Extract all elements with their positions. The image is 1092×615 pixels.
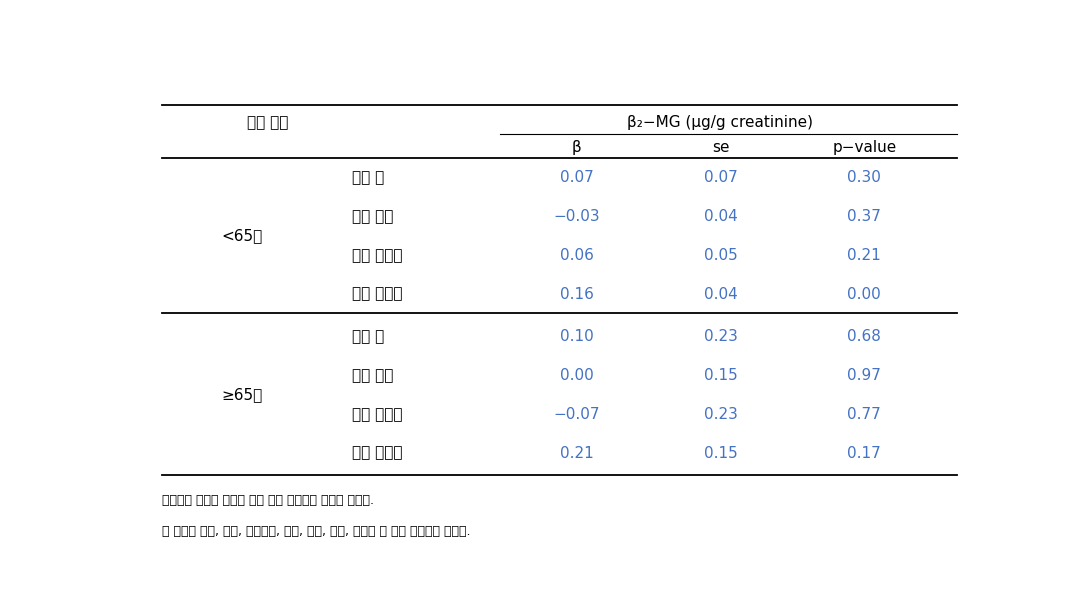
Text: 요중 카드문: 요중 카드문 — [353, 287, 403, 301]
Text: 0.21: 0.21 — [560, 446, 593, 461]
Text: 0.00: 0.00 — [847, 287, 881, 301]
Text: 0.97: 0.97 — [847, 368, 881, 383]
Text: 0.07: 0.07 — [703, 170, 737, 185]
Text: 0.04: 0.04 — [703, 209, 737, 224]
Text: 0.17: 0.17 — [847, 446, 881, 461]
Text: −0.03: −0.03 — [554, 209, 600, 224]
Text: 혁중 납: 혁중 납 — [353, 170, 384, 185]
Text: 0.15: 0.15 — [703, 368, 737, 383]
Text: −0.07: −0.07 — [554, 407, 600, 422]
Text: 0.23: 0.23 — [703, 329, 737, 344]
Text: 0.10: 0.10 — [560, 329, 593, 344]
Text: 0.05: 0.05 — [703, 248, 737, 263]
Text: <65세: <65세 — [221, 228, 262, 244]
Text: 0.37: 0.37 — [847, 209, 881, 224]
Text: 0.16: 0.16 — [559, 287, 594, 301]
Text: 혁중 카드문: 혁중 카드문 — [353, 248, 403, 263]
Text: 0.77: 0.77 — [847, 407, 881, 422]
Text: 0.15: 0.15 — [703, 446, 737, 461]
Text: 요중 카드문: 요중 카드문 — [353, 446, 403, 461]
Text: 중금속과 신기능 수치는 자연 로그 변환하여 모형에 적용함.: 중금속과 신기능 수치는 자연 로그 변환하여 모형에 적용함. — [162, 494, 373, 507]
Text: β: β — [572, 140, 581, 155]
Text: 0.04: 0.04 — [703, 287, 737, 301]
Text: β₂−MG (μg/g creatinine): β₂−MG (μg/g creatinine) — [628, 115, 814, 130]
Text: 혁중 납: 혁중 납 — [353, 329, 384, 344]
Text: p−value: p−value — [832, 140, 897, 155]
Text: 0.68: 0.68 — [847, 329, 881, 344]
Text: se: se — [712, 140, 729, 155]
Text: 연령 층화: 연령 층화 — [247, 115, 288, 130]
Text: 혁중 수은: 혁중 수은 — [353, 209, 394, 224]
Text: 0.23: 0.23 — [703, 407, 737, 422]
Text: 0.07: 0.07 — [560, 170, 593, 185]
Text: 0.06: 0.06 — [559, 248, 594, 263]
Text: ≥65세: ≥65세 — [221, 387, 262, 402]
Text: 0.21: 0.21 — [847, 248, 881, 263]
Text: 혁중 수은: 혁중 수은 — [353, 368, 394, 383]
Text: 0.00: 0.00 — [560, 368, 593, 383]
Text: 혁중 카드문: 혁중 카드문 — [353, 407, 403, 422]
Text: 각 모형은 성별, 연령, 조사기간, 소득, 흡연, 음주, 고혁압 및 당놨 과거력이 보정됨.: 각 모형은 성별, 연령, 조사기간, 소득, 흡연, 음주, 고혁압 및 당놨… — [162, 525, 471, 538]
Text: 0.30: 0.30 — [847, 170, 881, 185]
